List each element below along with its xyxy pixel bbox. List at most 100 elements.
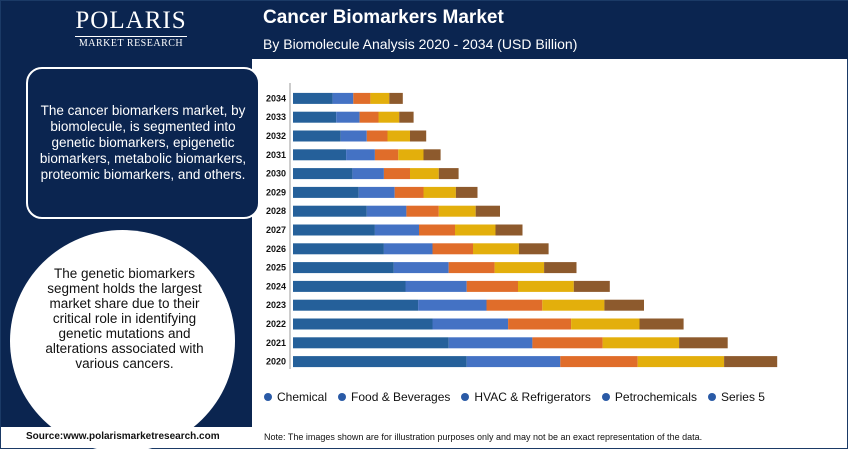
bar-segment bbox=[455, 186, 478, 198]
bar-segment bbox=[405, 280, 467, 292]
bar-segment bbox=[448, 337, 533, 349]
bar-segment bbox=[448, 262, 495, 274]
legend-marker bbox=[601, 393, 610, 401]
bar-segment bbox=[423, 149, 441, 161]
bar-segment bbox=[679, 337, 728, 349]
bar-segment bbox=[336, 111, 360, 123]
y-tick-label: 2028 bbox=[266, 206, 286, 216]
legend-item: Series 5 bbox=[707, 390, 765, 404]
bar-segment bbox=[518, 243, 549, 255]
bar-segment bbox=[293, 356, 467, 368]
legend-item: Petrochemicals bbox=[601, 390, 697, 404]
legend-label: Series 5 bbox=[720, 390, 765, 404]
bar-segment bbox=[466, 356, 561, 368]
bar-segment bbox=[494, 262, 545, 274]
bar-segment bbox=[423, 186, 456, 198]
segmentation-text: The cancer biomarkers market, by biomole… bbox=[39, 103, 247, 182]
bar-segment bbox=[393, 262, 449, 274]
bar-segment bbox=[532, 337, 603, 349]
bar-segment bbox=[293, 168, 353, 180]
bar-segment bbox=[374, 224, 419, 236]
bar-segment bbox=[602, 337, 680, 349]
bar-segment bbox=[366, 130, 388, 142]
bar-segment bbox=[293, 186, 359, 198]
bar-segment bbox=[293, 262, 394, 274]
bar-segment bbox=[571, 318, 640, 330]
logo-name: POLARIS bbox=[75, 7, 187, 34]
y-tick-label: 2025 bbox=[266, 263, 286, 273]
bar-segment bbox=[486, 299, 543, 311]
bar-segment bbox=[383, 168, 410, 180]
title-band: Cancer Biomarkers Market By Biomolecule … bbox=[252, 1, 848, 59]
bar-segment bbox=[359, 111, 379, 123]
bar-segment bbox=[544, 262, 577, 274]
insight-text: The genetic biomarkers segment holds the… bbox=[45, 265, 204, 371]
bar-segment bbox=[639, 318, 684, 330]
bar-segment bbox=[724, 356, 778, 368]
bar-segment bbox=[418, 299, 487, 311]
legend-item: Chemical bbox=[264, 390, 327, 404]
bar-segment bbox=[473, 243, 519, 255]
bar-segment bbox=[374, 149, 399, 161]
bar-segment bbox=[455, 224, 496, 236]
bar-segment bbox=[332, 92, 354, 104]
y-tick-label: 2030 bbox=[266, 169, 286, 179]
y-tick-label: 2023 bbox=[266, 300, 286, 310]
bar-segment bbox=[293, 92, 333, 104]
y-tick-label: 2032 bbox=[266, 131, 286, 141]
legend-label: Food & Beverages bbox=[351, 390, 451, 404]
bar-segment bbox=[293, 318, 433, 330]
bar-segment bbox=[366, 205, 407, 217]
bar-segment bbox=[293, 111, 337, 123]
y-tick-label: 2021 bbox=[266, 338, 286, 348]
y-tick-label: 2029 bbox=[266, 187, 286, 197]
bar-segment bbox=[466, 280, 518, 292]
source-text: Source:www.polarismarketresearch.com bbox=[26, 431, 220, 442]
y-tick-label: 2022 bbox=[266, 319, 286, 329]
bar-segment bbox=[346, 149, 375, 161]
bar-segment bbox=[508, 318, 572, 330]
bar-segment bbox=[438, 205, 476, 217]
y-tick-label: 2020 bbox=[266, 357, 286, 367]
polaris-logo: POLARIS MARKET RESEARCH bbox=[71, 7, 191, 50]
bar-segment bbox=[293, 205, 367, 217]
bar-segment bbox=[406, 205, 439, 217]
legend-item: HVAC & Refrigerators bbox=[461, 390, 591, 404]
bar-segment bbox=[293, 149, 347, 161]
bar-segment bbox=[495, 224, 523, 236]
bar-segment bbox=[293, 224, 375, 236]
bar-segment bbox=[293, 130, 341, 142]
y-tick-label: 2027 bbox=[266, 225, 286, 235]
bar-segment bbox=[438, 168, 459, 180]
bar-segment bbox=[389, 92, 403, 104]
bar-segment bbox=[353, 92, 371, 104]
bar-segment bbox=[432, 243, 473, 255]
bar-segment bbox=[518, 280, 574, 292]
legend-label: HVAC & Refrigerators bbox=[474, 390, 591, 404]
bar-segment bbox=[383, 243, 433, 255]
chart-title: Cancer Biomarkers Market bbox=[263, 7, 504, 28]
legend-marker bbox=[461, 393, 470, 401]
bar-segment bbox=[378, 111, 400, 123]
bar-segment bbox=[573, 280, 610, 292]
bar-segment bbox=[358, 186, 395, 198]
bar-segment bbox=[293, 280, 406, 292]
legend-marker bbox=[264, 393, 272, 401]
stacked-bar-chart: 2034 2033 2032 2031 2030 2029 2028 2027 2026 2025… bbox=[266, 83, 778, 369]
bar-segment bbox=[293, 299, 419, 311]
chart-area: 2034 2033 2032 2031 2030 2029 2028 2027 2026 2025… bbox=[252, 59, 848, 428]
bar-segment bbox=[419, 224, 455, 236]
bar-segment bbox=[604, 299, 644, 311]
y-tick-label: 2024 bbox=[266, 281, 286, 291]
bar-segment bbox=[398, 149, 424, 161]
bar-segment bbox=[410, 168, 439, 180]
bar-segment bbox=[475, 205, 500, 217]
chart-subtitle: By Biomolecule Analysis 2020 - 2034 (USD… bbox=[263, 36, 578, 52]
bar-segment bbox=[560, 356, 638, 368]
y-tick-label: 2034 bbox=[266, 93, 286, 103]
disclaimer-note: Note: The images shown are for illustrat… bbox=[264, 432, 703, 442]
chart-legend: Chemical Food & Beverages HVAC & Refrigera… bbox=[264, 390, 776, 404]
legend-marker bbox=[707, 393, 716, 401]
bar-segment bbox=[432, 318, 509, 330]
